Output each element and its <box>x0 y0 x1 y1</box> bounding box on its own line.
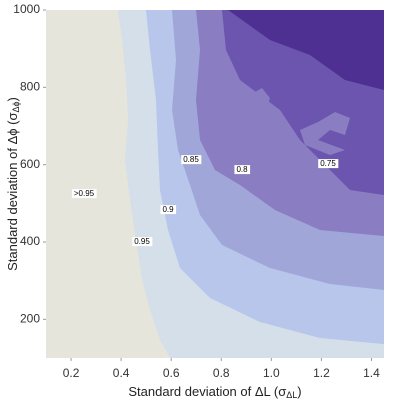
x-axis-title-main: Standard deviation of ΔL (σ <box>128 384 286 399</box>
y-tick-label: 800 <box>20 80 40 94</box>
x-tick-label: 0.4 <box>113 366 130 380</box>
x-axis-title-sub: ΔL <box>286 390 297 400</box>
contour-island <box>300 112 350 155</box>
contour-label-box <box>160 205 177 215</box>
contour-label-box <box>318 159 339 169</box>
contour-label-box <box>71 189 97 199</box>
y-tick-label: 600 <box>20 157 40 171</box>
contour-label-box <box>234 165 251 175</box>
y-tick-label: 1000 <box>13 2 40 16</box>
contour-label-box <box>181 155 202 165</box>
x-tick-label: 0.6 <box>163 366 180 380</box>
x-tick-label: 0.2 <box>63 366 80 380</box>
y-axis-title-main: Standard deviation of Δϕ (σ <box>5 113 20 271</box>
contour-label: 0.9 <box>162 205 174 214</box>
y-axis-title-sub: Δϕ <box>11 101 21 112</box>
x-tick-label: 1.0 <box>263 366 280 380</box>
contour-label: 0.8 <box>236 165 248 174</box>
y-axis-title-end: ) <box>5 97 20 101</box>
x-axis-title: Standard deviation of ΔL (σΔL) <box>128 384 301 400</box>
y-axis-title: Standard deviation of Δϕ (σΔϕ) <box>5 97 21 271</box>
x-tick-label: 1.2 <box>313 366 330 380</box>
y-tick-label: 200 <box>20 312 40 326</box>
contour-core <box>228 10 384 90</box>
plot-area <box>46 10 384 358</box>
contour-label: 0.85 <box>183 155 199 164</box>
contour-label-box <box>132 237 153 247</box>
x-tick-label: 0.8 <box>213 366 230 380</box>
contour-island <box>250 88 270 112</box>
x-tick-label: 1.4 <box>363 366 380 380</box>
contour-label: 0.95 <box>134 237 150 246</box>
contour-label: >0.95 <box>74 189 95 198</box>
y-tick-label: 400 <box>20 234 40 248</box>
contour-label: 0.75 <box>320 159 336 168</box>
x-axis-title-end: ) <box>297 384 301 399</box>
